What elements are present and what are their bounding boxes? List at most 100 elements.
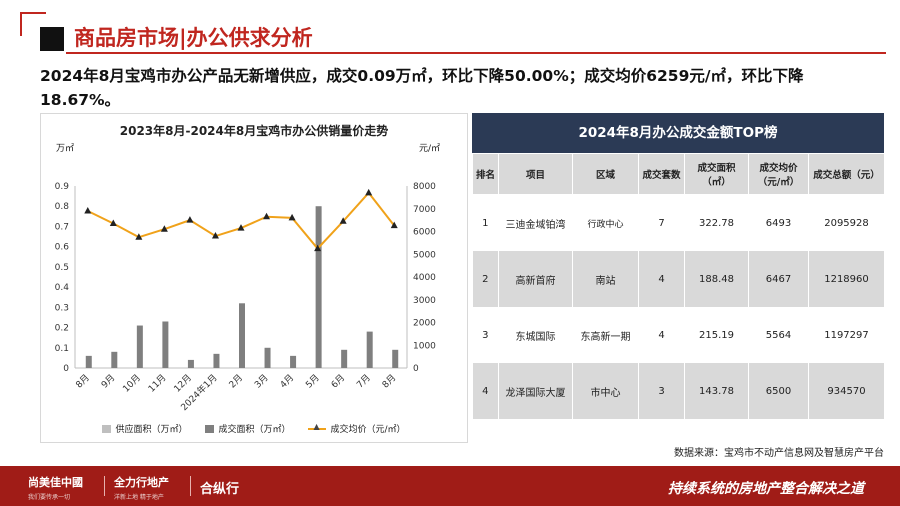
x-tick-label: 12月: [172, 372, 194, 394]
right-tick-label: 8000: [413, 182, 436, 192]
cell-units: 4: [638, 251, 685, 307]
cell-avg-price: 6467: [748, 251, 809, 307]
footer-separator: [104, 476, 105, 496]
left-tick-label: 0.3: [55, 303, 69, 313]
price-point: [109, 219, 117, 227]
x-tick-label: 6月: [329, 372, 347, 390]
footer-bar: 尚美佳中國 我们要传承一切 全力行地产 洋新上地 精于地产 合纵行 持续系统的房…: [0, 466, 900, 506]
cell-area: 市中心: [572, 363, 639, 419]
data-source: 数据来源：宝鸡市不动产信息网及智慧房产平台: [674, 448, 884, 459]
cell-total: 934570: [808, 363, 885, 419]
cell-avg-price: 5564: [748, 307, 809, 363]
price-line: [87, 191, 396, 251]
x-tick-label: 2月: [227, 372, 245, 390]
header-deal-area: 成交面积（㎡）: [684, 153, 749, 195]
cell-project: 东城国际: [498, 307, 573, 363]
legend-supply-label: 供应面积（万㎡）: [115, 425, 188, 435]
right-axis-unit: 元/㎡: [419, 144, 441, 154]
cell-units: 7: [638, 194, 685, 251]
x-tick-label: 4月: [278, 372, 296, 390]
legend-supply: 供应面积（万㎡）: [102, 422, 187, 435]
deal-area-bar: [187, 359, 194, 368]
top-list-table: 排名 项目 区域 成交套数 成交面积（㎡） 成交均价（元/㎡） 成交总额（元） …: [472, 153, 885, 419]
top-list-panel: 2024年8月办公成交金额TOP榜 排名 项目 区域 成交套数 成交面积（㎡） …: [472, 113, 885, 441]
legend-deal-price-label: 成交均价（元/㎡）: [330, 425, 406, 435]
x-tick-label: 9月: [99, 372, 117, 390]
brand-logo-3: 合纵行: [200, 482, 240, 497]
right-tick-label: 2000: [413, 319, 436, 329]
cell-rank: 2: [472, 251, 499, 307]
price-point: [186, 216, 194, 223]
cell-total: 1197297: [808, 307, 885, 363]
table-row: 2 高新首府 南站 4 188.48 6467 1218960: [472, 251, 885, 307]
right-tick-label: 7000: [413, 205, 436, 215]
price-point: [390, 221, 398, 229]
left-tick-label: 0.4: [55, 283, 70, 293]
right-tick-label: 1000: [413, 341, 436, 351]
legend-deal-price-swatch: [308, 422, 327, 433]
footer-separator: [190, 476, 191, 496]
cell-project: 三迪金域铂湾: [498, 194, 573, 251]
brand-1-sub: 我们要传承一切: [28, 494, 71, 501]
deal-area-bar: [136, 325, 143, 368]
cell-project: 高新首府: [498, 251, 573, 307]
x-tick-label: 8月: [74, 372, 92, 390]
price-point: [237, 224, 245, 231]
price-point: [160, 225, 168, 232]
cell-rank: 3: [472, 307, 499, 363]
left-tick-label: 0.2: [55, 324, 69, 334]
deal-area-bar: [366, 331, 373, 368]
cell-project: 龙泽国际大厦: [498, 363, 573, 419]
left-tick-label: 0.9: [55, 182, 70, 192]
x-tick-label: 3月: [252, 372, 270, 390]
deal-area-bar: [290, 355, 297, 368]
legend-supply-swatch: [102, 424, 112, 433]
deal-area-bar: [341, 349, 348, 368]
left-tick-label: 0.8: [55, 202, 70, 212]
left-axis-unit: 万㎡: [56, 144, 75, 154]
header-divider: [66, 52, 886, 54]
brand-logo-2: 全力行地产 洋新上地 精于地产: [114, 474, 169, 501]
cell-deal-area: 188.48: [684, 251, 749, 307]
cell-avg-price: 6500: [748, 363, 809, 419]
left-tick-label: 0.7: [55, 222, 69, 232]
price-point: [339, 217, 347, 224]
deal-area-bar: [315, 206, 322, 368]
deal-area-bar: [239, 303, 245, 368]
header-block-icon: [40, 27, 64, 51]
right-tick-label: 5000: [413, 250, 436, 260]
price-point: [263, 212, 271, 220]
table-title: 2024年8月办公成交金额TOP榜: [472, 113, 884, 153]
price-point: [84, 207, 92, 214]
brand-logo-1: 尚美佳中國 我们要传承一切: [28, 474, 83, 501]
table-row: 3 东城国际 东高新一期 4 215.19 5564 1197297: [472, 307, 885, 363]
x-tick-label: 10月: [121, 372, 143, 394]
price-point: [288, 213, 296, 221]
brand-2-name: 全力行地产: [114, 476, 169, 489]
price-point: [365, 188, 373, 196]
chart-panel: 2023年8月-2024年8月宝鸡市办公供销量价走势 万㎡ 元/㎡ 0 0.1 0.…: [40, 113, 468, 443]
legend-deal-area-label: 成交面积（万㎡）: [218, 425, 291, 435]
price-point: [135, 233, 143, 240]
deal-area-bar: [392, 349, 399, 368]
price-point: [314, 244, 322, 252]
cell-area: 行政中心: [572, 194, 639, 251]
corner-decoration: [20, 12, 46, 36]
x-tick-label: 5月: [304, 372, 322, 390]
header-units: 成交套数: [638, 153, 685, 195]
cell-deal-area: 215.19: [684, 307, 749, 363]
cell-area: 南站: [572, 251, 639, 307]
deal-area-bar: [111, 351, 118, 368]
left-tick-label: 0.5: [55, 263, 69, 273]
brand-2-sub: 洋新上地 精于地产: [114, 494, 164, 501]
cell-deal-area: 322.78: [684, 194, 749, 251]
left-tick-label: 0: [63, 364, 69, 374]
x-tick-label: 11月: [146, 372, 168, 394]
x-tick-label: 7月: [355, 372, 373, 390]
table-row: 4 龙泽国际大厦 市中心 3 143.78 6500 934570: [472, 363, 885, 419]
price-point: [211, 232, 219, 239]
right-tick-label: 0: [413, 364, 419, 374]
table-row: 1 三迪金域铂湾 行政中心 7 322.78 6493 2095928: [472, 194, 885, 251]
header-avg-price: 成交均价（元/㎡）: [748, 153, 809, 195]
deal-area-bar: [162, 321, 169, 368]
